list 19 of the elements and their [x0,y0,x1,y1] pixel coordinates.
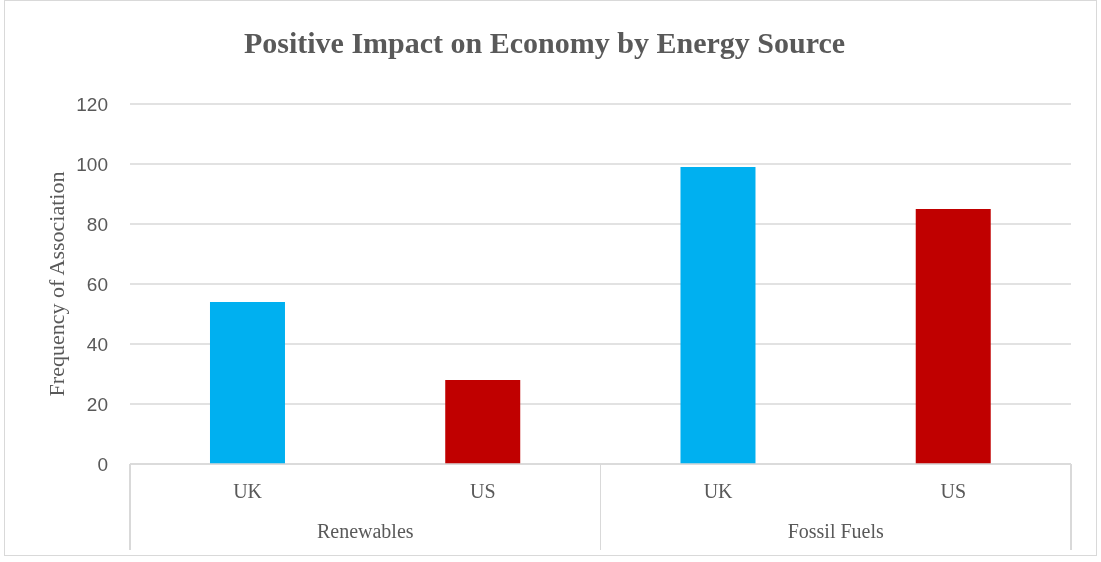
bar [680,167,756,464]
y-tick-label: 100 [76,153,108,175]
x-tick-label: UK [233,480,263,502]
x-tick-label: UK [703,480,734,502]
chart-title: Positive Impact on Economy by Energy Source [242,26,847,60]
y-tick-label: 20 [86,393,108,415]
y-tick-label: 0 [97,453,108,475]
x-tick-label: US [470,480,496,502]
x-tick-label: US [940,480,967,502]
bar [915,209,991,464]
y-axis-title: Frequency of Association [44,171,70,397]
bar [445,380,521,464]
bar [209,302,285,464]
y-tick-label: 120 [76,93,108,115]
text: Renewables [315,520,415,543]
y-tick-label: 60 [86,273,108,295]
y-tick-label: 40 [86,333,108,355]
y-tick-label: 80 [86,213,108,235]
text: Fossil Fuels [786,520,885,543]
